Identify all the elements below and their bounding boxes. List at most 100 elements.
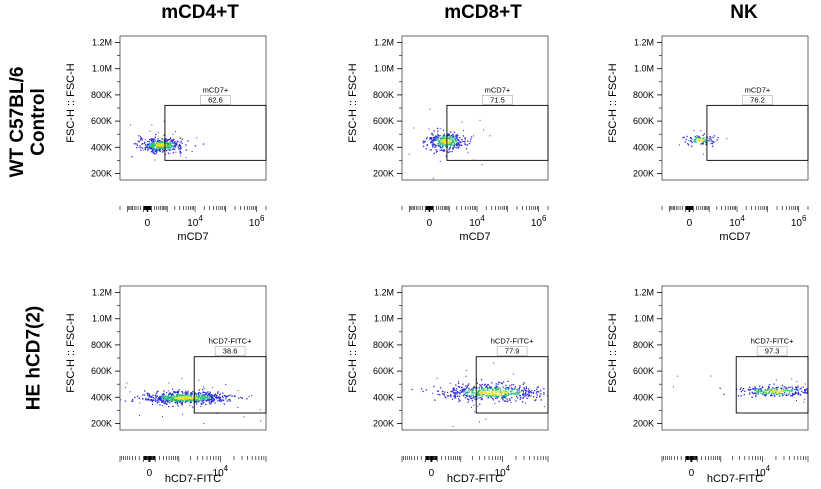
event-dot <box>173 391 175 393</box>
event-dot <box>223 394 225 397</box>
event-dot <box>458 401 460 403</box>
event-dot <box>740 390 742 393</box>
event-dot <box>494 386 496 389</box>
event-dot <box>151 140 153 142</box>
gate-percent-box <box>214 346 246 356</box>
event-dot <box>214 396 217 399</box>
event-dot <box>435 145 437 147</box>
event-dot <box>225 383 227 385</box>
event-dot <box>437 143 439 145</box>
event-dot <box>783 386 785 388</box>
event-dot <box>516 395 518 397</box>
event-dot <box>186 400 188 402</box>
event-dot <box>200 402 202 405</box>
event-dot <box>465 385 467 387</box>
event-dot <box>455 392 457 394</box>
event-dot <box>209 393 211 395</box>
event-dot <box>804 390 806 392</box>
event-dot <box>195 395 197 398</box>
y-tick-label: 1.0M <box>374 64 394 74</box>
event-dot <box>222 399 225 402</box>
event-dot <box>202 386 204 388</box>
event-dot <box>165 391 168 394</box>
event-dot <box>437 133 439 135</box>
event-dot <box>504 396 506 398</box>
event-dot <box>458 145 461 147</box>
event-dot <box>764 389 766 392</box>
event-dot <box>219 398 221 400</box>
event-dot <box>171 388 174 390</box>
event-dot <box>162 151 164 153</box>
y-tick-label: 600K <box>373 116 394 126</box>
event-dot <box>462 395 465 397</box>
event-dot <box>129 124 131 126</box>
event-dot <box>486 386 488 389</box>
event-dot <box>702 153 704 155</box>
event-dot <box>482 393 484 396</box>
event-dot <box>774 390 776 392</box>
event-dot <box>497 395 500 397</box>
event-dot <box>441 138 444 140</box>
event-dot <box>226 395 228 397</box>
event-dot <box>159 399 162 401</box>
event-dot <box>536 391 538 393</box>
y-tick-label: 1.0M <box>374 314 394 324</box>
y-tick-label: 1.0M <box>634 64 654 74</box>
event-dot <box>411 388 413 391</box>
event-dot <box>184 399 187 401</box>
event-dot <box>197 394 200 396</box>
event-dot <box>523 382 526 384</box>
event-dot <box>690 137 692 139</box>
event-dot <box>781 389 783 392</box>
event-dot <box>760 390 762 392</box>
event-dot <box>173 146 175 148</box>
event-dot <box>505 395 507 397</box>
event-dot <box>443 139 446 141</box>
event-dot <box>149 145 151 148</box>
event-dot <box>191 393 193 395</box>
event-dot <box>518 392 520 394</box>
event-dot <box>763 392 765 394</box>
event-dot <box>199 394 201 396</box>
event-dot <box>480 397 482 399</box>
event-dot <box>446 133 449 136</box>
event-dot <box>461 390 464 392</box>
x-axis-label: mCD7 <box>719 231 750 243</box>
event-dot <box>147 393 149 395</box>
event-dot <box>159 146 161 149</box>
event-dot <box>225 396 227 398</box>
event-dot <box>445 397 447 399</box>
y-tick-label: 1.0M <box>92 314 112 324</box>
event-dot <box>170 399 173 402</box>
event-dot <box>153 149 155 151</box>
event-dot <box>442 129 445 132</box>
event-dot <box>538 391 540 393</box>
event-dot <box>794 391 797 393</box>
event-dot <box>155 149 158 151</box>
event-dot <box>184 392 186 394</box>
event-dot <box>143 142 146 144</box>
event-dot <box>749 386 751 388</box>
event-dot <box>476 395 478 398</box>
event-dot <box>445 155 448 157</box>
event-dot <box>702 137 704 140</box>
event-dot <box>164 396 167 398</box>
event-dot <box>181 394 184 396</box>
event-dot <box>420 388 423 390</box>
event-dot <box>165 153 167 155</box>
event-dot <box>449 382 451 384</box>
event-dot <box>149 398 151 401</box>
event-dot <box>151 143 153 145</box>
event-dot <box>795 386 797 388</box>
y-tick-label: 400K <box>633 392 654 402</box>
event-dot <box>154 136 157 138</box>
event-dot <box>185 392 188 394</box>
event-dot <box>154 148 156 150</box>
event-dot <box>162 393 165 395</box>
event-dot <box>535 392 537 394</box>
event-dot <box>177 393 179 395</box>
event-dot <box>449 136 451 138</box>
event-dot <box>764 395 766 397</box>
event-dot <box>187 140 189 142</box>
